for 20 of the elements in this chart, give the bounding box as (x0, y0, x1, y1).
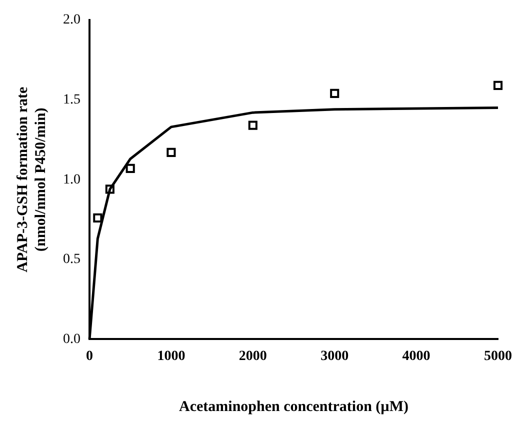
point (493, 80, 503, 90)
y-tick-label: 1.5 (63, 92, 80, 108)
y-tick-label: 0.5 (63, 252, 80, 268)
y-tick-label: 1.0 (63, 172, 80, 188)
point (248, 120, 258, 130)
x-tick-label: 4000 (402, 349, 430, 364)
x-tick-label: 3000 (320, 349, 349, 364)
y-tick-label: 2.0 (63, 12, 80, 28)
point (166, 148, 176, 158)
x-tick-label: 2000 (238, 349, 267, 364)
point (105, 184, 114, 194)
y-axis-title: APAP-3-GSH formation rate (nmol/nmol P450/min) (14, 86, 49, 272)
point (93, 213, 102, 222)
x-tick-label: 1000 (157, 349, 186, 364)
x-tick-label: 5000 (484, 349, 512, 364)
point (330, 88, 340, 98)
x-tick-label: 0 (86, 349, 93, 364)
point (126, 164, 135, 173)
y-tick-label: 0.0 (63, 332, 80, 347)
x-axis-title: Acetaminophen concentration (µM) (179, 398, 408, 415)
